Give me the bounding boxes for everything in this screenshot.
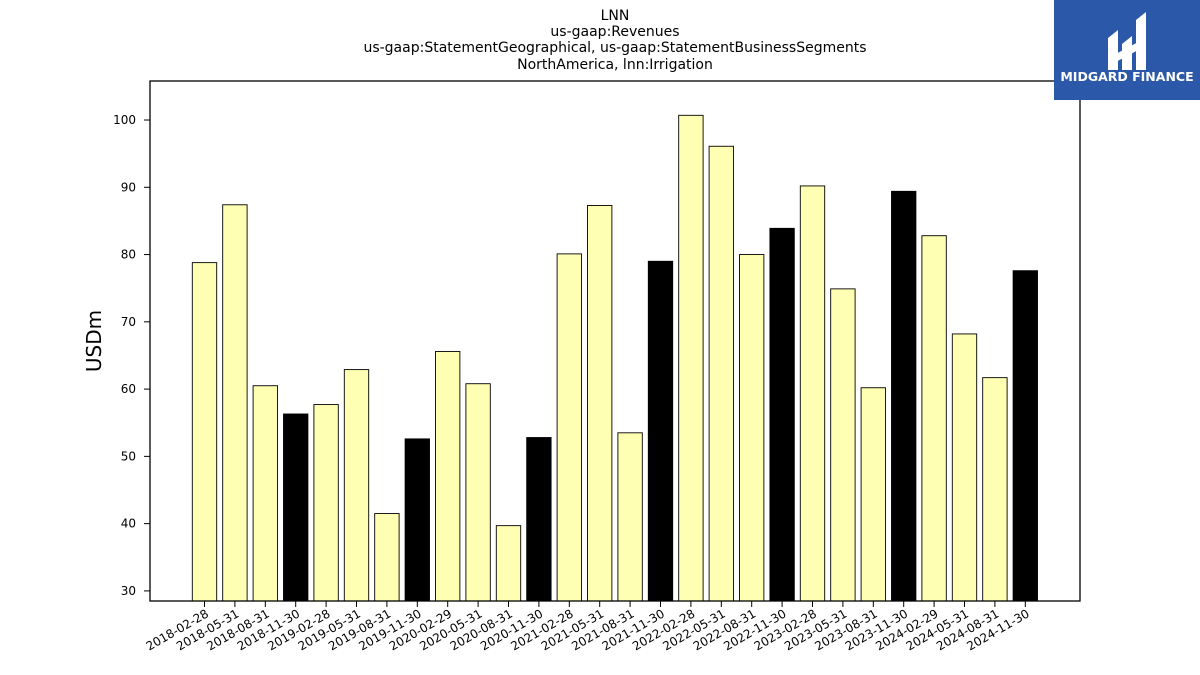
bar-2023-11-30: [891, 190, 917, 602]
y-tick-label: 70: [121, 315, 136, 329]
bar-2021-11-30: [647, 260, 674, 602]
bar-2022-02-28: [678, 114, 704, 602]
bar-2020-11-30: [526, 437, 552, 602]
bar-2022-08-31: [739, 254, 765, 602]
plot-frame: [149, 80, 1081, 602]
bar-2019-02-28: [313, 404, 339, 602]
y-tick-label: 40: [121, 517, 136, 531]
bar-2020-02-29: [435, 350, 461, 602]
title-line-3: us-gaap:StatementGeographical, us-gaap:S…: [363, 40, 866, 56]
y-tick-label: 100: [113, 113, 136, 127]
bar-series: [191, 114, 1038, 602]
bar-2023-08-31: [860, 387, 886, 602]
bar-2024-02-29: [921, 235, 947, 602]
title-line-4: NorthAmerica, lnn:Irrigation: [517, 57, 713, 73]
bar-2018-02-28: [191, 262, 218, 602]
y-tick-label: 50: [121, 449, 136, 463]
title-line-1: LNN: [601, 8, 630, 24]
bar-2019-05-31: [343, 369, 370, 602]
y-tick-label: 80: [121, 248, 136, 262]
y-tick-label: 60: [121, 382, 136, 396]
bar-2024-05-31: [951, 333, 978, 602]
bar-2023-02-28: [799, 185, 826, 602]
bar-2021-08-31: [617, 432, 643, 602]
bar-2021-05-31: [587, 204, 613, 602]
bar-2019-08-31: [374, 513, 400, 602]
bar-2022-11-30: [769, 227, 795, 602]
title-line-2: us-gaap:Revenues: [550, 24, 679, 40]
bar-2020-08-31: [495, 525, 522, 602]
logo-text: MIDGARD FINANCE: [1060, 69, 1193, 84]
bar-2022-05-31: [708, 145, 734, 602]
y-axis-label: USDm: [82, 310, 106, 372]
chart-title: LNN us-gaap:Revenues us-gaap:StatementGe…: [363, 8, 866, 73]
bar-2020-05-31: [465, 383, 491, 602]
bar-2018-05-31: [222, 204, 248, 602]
y-tick-label: 30: [121, 584, 136, 598]
bar-2018-08-31: [252, 385, 278, 602]
bar-2021-02-28: [556, 253, 582, 602]
x-axis: 2018-02-282018-05-312018-08-312018-11-30…: [144, 601, 1032, 653]
logo-mark-icon: [1108, 12, 1146, 70]
bar-2024-08-31: [982, 377, 1008, 602]
y-axis: 30 40 50 60 70 80 90 100: [113, 113, 150, 598]
bar-2024-11-30: [1012, 270, 1038, 602]
bar-2019-11-30: [404, 438, 430, 602]
bar-2018-11-30: [283, 413, 309, 602]
midgard-finance-logo: MIDGARD FINANCE: [1054, 0, 1200, 100]
bar-2023-05-31: [830, 288, 856, 602]
y-tick-label: 90: [121, 180, 136, 194]
